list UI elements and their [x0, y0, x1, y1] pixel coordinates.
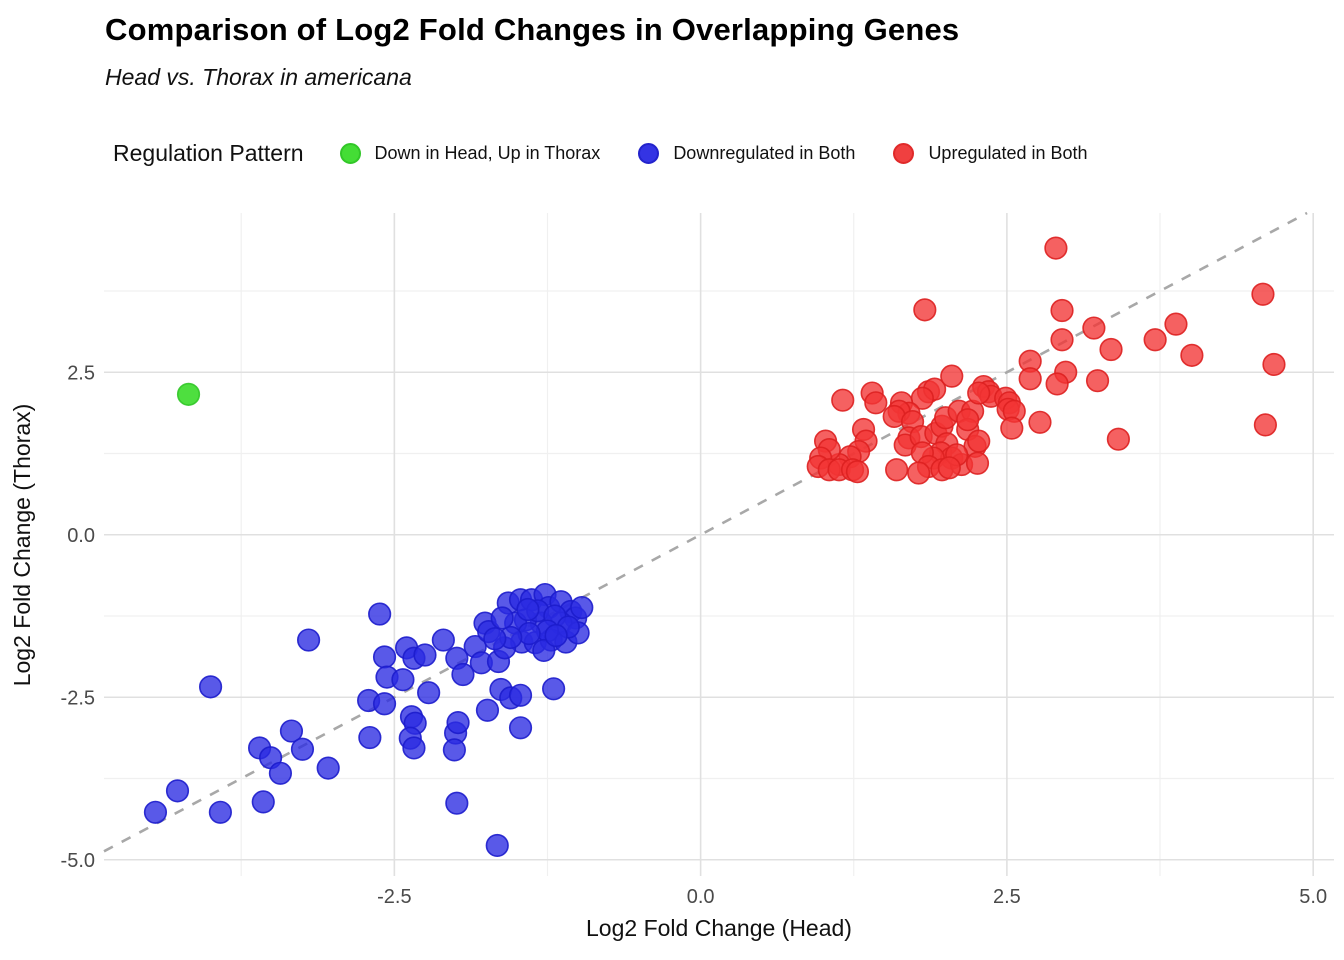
legend-dot-icon [893, 142, 915, 164]
legend-item-2: Upregulated in Both [893, 142, 1088, 164]
legend: Regulation Pattern Down in Head, Up in T… [113, 133, 1126, 173]
x-tick-label: -2.5 [377, 886, 411, 908]
x-tick-label: 0.0 [687, 886, 715, 908]
legend-title: Regulation Pattern [113, 139, 304, 166]
legend-dot-icon [339, 142, 361, 164]
x-axis-title: Log2 Fold Change (Head) [586, 915, 852, 941]
minor-gridlines [104, 213, 1334, 876]
chart-title: Comparison of Log2 Fold Changes in Overl… [105, 12, 960, 47]
legend-item-1: Downregulated in Both [638, 142, 856, 164]
legend-items: Down in Head, Up in Thorax Downregulated … [339, 142, 1126, 164]
x-tick-label: 5.0 [1299, 886, 1327, 908]
legend-item-label: Down in Head, Up in Thorax [374, 142, 601, 163]
chart-subtitle: Head vs. Thorax in americana [105, 64, 412, 90]
legend-dot-icon [638, 142, 660, 164]
legend-item-0: Down in Head, Up in Thorax [339, 142, 601, 164]
y-axis-title: Log2 Fold Change (Thorax) [9, 404, 35, 687]
legend-item-label: Downregulated in Both [673, 142, 856, 163]
data-points [143, 236, 1286, 858]
identity-reference-line [103, 211, 1308, 853]
y-tick-label: -5.0 [61, 850, 95, 872]
y-tick-label: 2.5 [67, 362, 95, 384]
y-tick-label: -2.5 [61, 687, 95, 709]
y-axis-tick-labels: 2.5 0.0 -2.5 -5.0 [61, 362, 95, 872]
x-tick-label: 2.5 [993, 886, 1021, 908]
major-gridlines [104, 213, 1334, 876]
legend-item-label: Upregulated in Both [928, 142, 1088, 163]
y-tick-label: 0.0 [67, 525, 95, 547]
x-axis-tick-labels: -2.5 0.0 2.5 5.0 [377, 886, 1327, 908]
